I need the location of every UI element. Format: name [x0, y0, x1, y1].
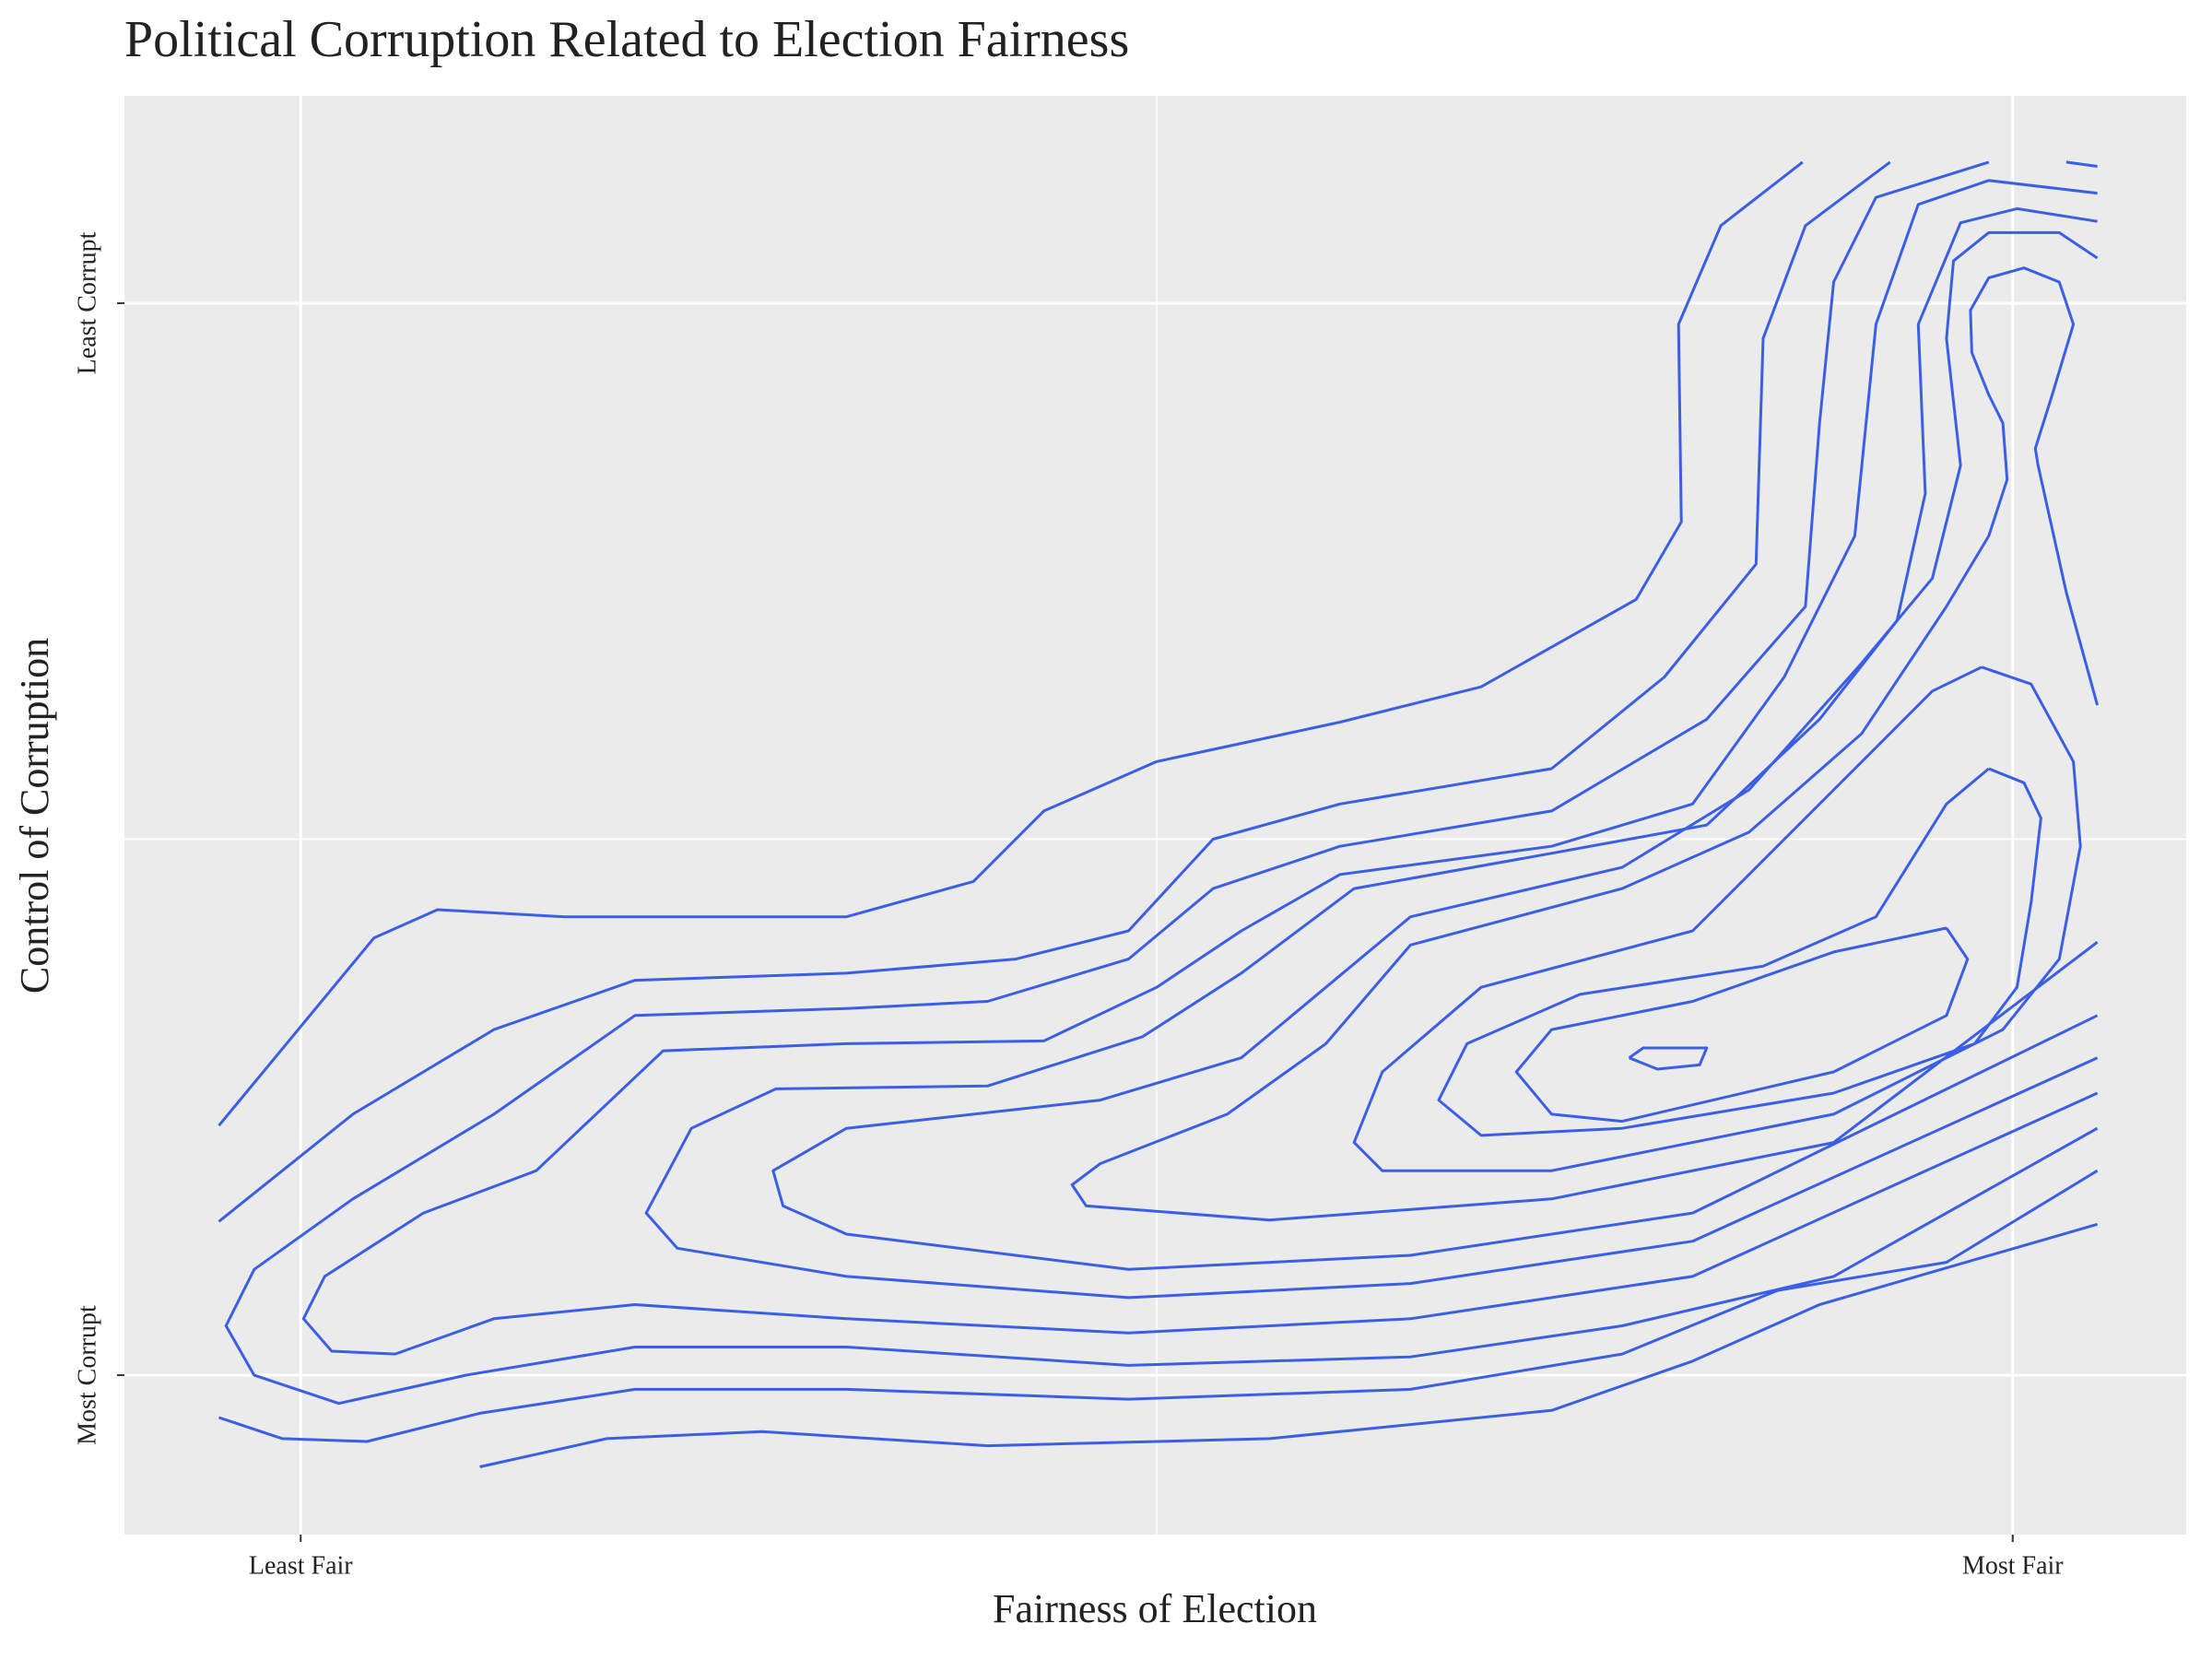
contour-line: [1070, 266, 2100, 1222]
y-tick-label: Most Corrupt: [73, 1305, 101, 1445]
contour-line: [1437, 767, 2042, 1137]
contour-line: [218, 160, 1891, 1223]
contour-line: [301, 179, 2099, 1356]
contour-line: [1352, 665, 2082, 1172]
contour-line: [1514, 926, 1970, 1124]
contour-line: [479, 1222, 2099, 1468]
chart-title: Political Corruption Related to Election…: [124, 11, 1129, 68]
contour-line: [224, 160, 2099, 1406]
contour-line: [644, 206, 2099, 1300]
contour-line: [771, 230, 2099, 1271]
x-tick-label: Most Fair: [1962, 1551, 2064, 1580]
y-tick-label: Least Corrupt: [73, 231, 101, 374]
contour-line: [1628, 1046, 1709, 1071]
contour-line: [2065, 160, 2098, 168]
y-axis-title: Control of Corruption: [12, 638, 57, 994]
x-axis-title: Fairness of Election: [993, 1586, 1317, 1631]
plot-panel: [124, 96, 2186, 1535]
contour-line: [218, 160, 1804, 1127]
x-tick-label: Least Fair: [249, 1551, 353, 1580]
contour-line: [218, 1169, 2099, 1443]
